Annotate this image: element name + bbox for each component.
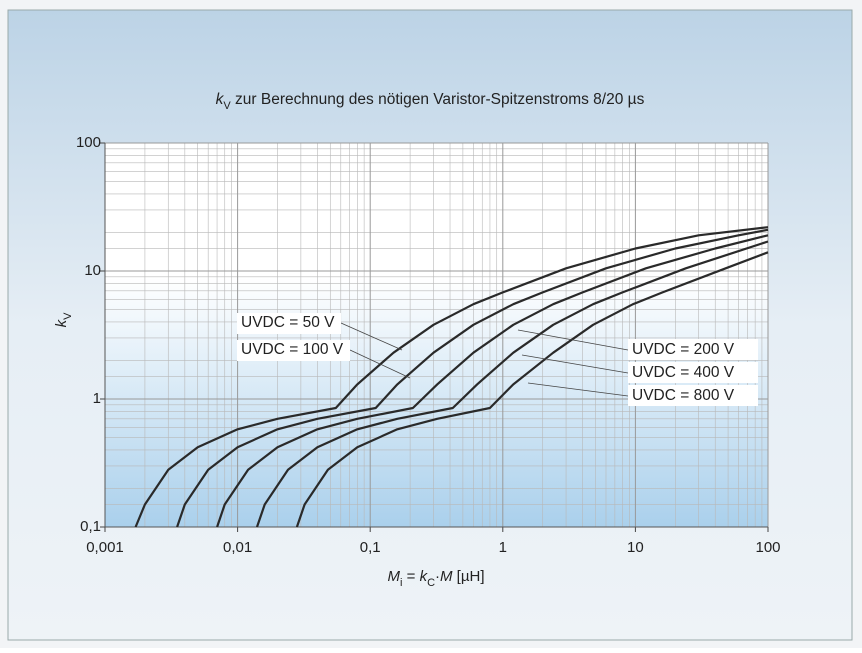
series-label: UVDC = 100 V — [241, 341, 344, 358]
y-label-symbol: k — [53, 318, 70, 327]
chart-title: kV zur Berechnung des nötigen Varistor-S… — [216, 91, 645, 112]
title-text: zur Berechnung des nötigen Varistor-Spit… — [231, 91, 645, 108]
curves — [134, 226, 769, 528]
x-tick-label: 1 — [499, 539, 507, 556]
curve — [255, 240, 769, 528]
series-label: UVDC = 800 V — [632, 387, 735, 404]
x-tick-label: 100 — [755, 539, 780, 556]
series-label: UVDC = 200 V — [632, 341, 735, 358]
x-tick-label: 10 — [627, 539, 644, 556]
labels: UVDC = 50 V UVDC = 100 V UVDC = 200 V UVDC … — [237, 313, 758, 406]
series-label: UVDC = 400 V — [632, 364, 735, 381]
x-axis-label: Mi = kC·M [µH] — [388, 568, 485, 589]
x-label-subscript: i — [400, 577, 402, 589]
grid — [100, 142, 769, 532]
y-tick-label: 100 — [76, 134, 101, 151]
leader-line — [517, 329, 629, 351]
curve — [134, 226, 769, 528]
leader-line — [521, 354, 629, 374]
label-box — [628, 362, 758, 383]
x-tick-label: 0,01 — [223, 539, 252, 556]
x-tick-label: 0,001 — [86, 539, 124, 556]
label-box — [628, 339, 758, 360]
leader-line — [527, 382, 629, 397]
y-axis-label: kV — [53, 312, 74, 328]
title-subscript: V — [223, 100, 231, 112]
title-symbol: k — [216, 91, 225, 108]
y-label-subscript: V — [62, 312, 74, 320]
leader-line — [340, 322, 403, 351]
x-label-symbol: M — [440, 568, 453, 585]
y-tick-label: 1 — [93, 390, 101, 407]
label-box — [237, 340, 350, 361]
series-label: UVDC = 50 V — [241, 314, 335, 331]
plot-area — [105, 143, 768, 527]
curve — [295, 251, 769, 528]
leader-line — [349, 349, 411, 379]
x-label-symbol: k — [420, 568, 429, 585]
curve — [216, 234, 769, 528]
x-label-text: = — [402, 568, 419, 585]
x-label-text: · — [435, 568, 440, 585]
x-tick-label: 0,1 — [360, 539, 381, 556]
x-label-subscript: C — [427, 577, 435, 589]
y-tick-label: 10 — [84, 262, 101, 279]
x-label-text: [µH] — [453, 568, 485, 585]
label-box — [237, 313, 341, 334]
y-tick-label: 0,1 — [80, 518, 101, 535]
curve — [176, 228, 769, 528]
label-box — [628, 385, 758, 406]
x-label-symbol: M — [388, 568, 401, 585]
